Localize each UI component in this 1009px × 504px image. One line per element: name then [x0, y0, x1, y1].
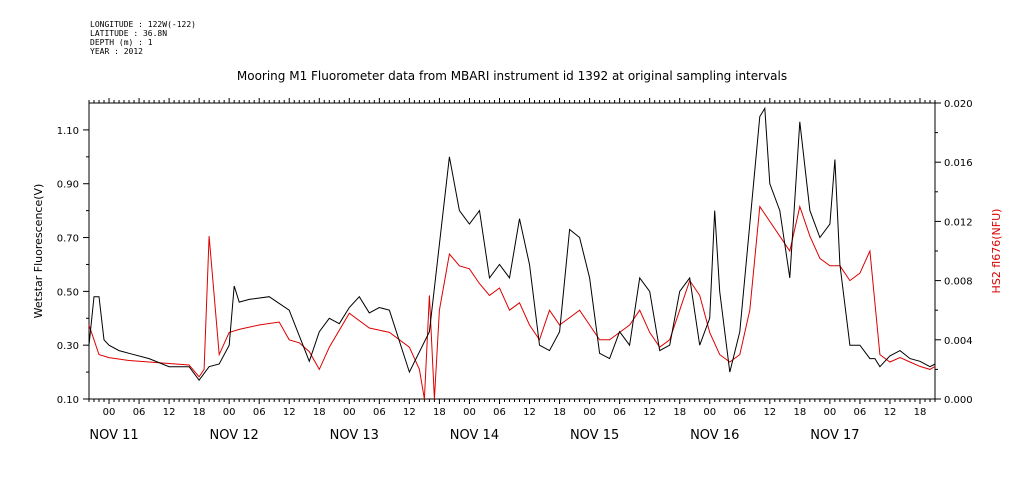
y-tick-label-left: 0.30	[57, 341, 79, 352]
series-hs2-fl676-line	[88, 204, 936, 400]
chart-title: Mooring M1 Fluorometer data from MBARI i…	[237, 69, 787, 83]
x-day-label: NOV 16	[690, 428, 739, 443]
metadata-depth: DEPTH (m) : 1	[90, 38, 153, 47]
y-axis-label-left: Wetstar Fluorescence(V)	[32, 184, 45, 319]
y-tick-label-left: 0.70	[57, 234, 79, 245]
x-tick-label: 06	[613, 407, 626, 418]
x-tick-label: 06	[373, 407, 386, 418]
y-tick-label-right: 0.008	[944, 277, 973, 288]
x-tick-label: 00	[583, 407, 596, 418]
x-day-label: NOV 14	[450, 428, 499, 443]
x-tick-label: 18	[553, 407, 566, 418]
x-tick-label: 18	[313, 407, 326, 418]
x-tick-label: 18	[193, 407, 206, 418]
x-day-label: NOV 17	[810, 428, 859, 443]
x-tick-label: 00	[824, 407, 837, 418]
x-tick-label: 12	[643, 407, 656, 418]
x-tick-label: 12	[283, 407, 296, 418]
y-tick-label-left: 0.10	[57, 395, 79, 406]
x-tick-label: 00	[463, 407, 476, 418]
x-tick-label: 06	[253, 407, 266, 418]
x-day-label: NOV 13	[330, 428, 379, 443]
y-tick-label-right: 0.004	[944, 336, 973, 347]
y-tick-label-left: 0.50	[57, 287, 79, 298]
plot-frame	[88, 102, 936, 400]
y-tick-label-left: 0.90	[57, 180, 79, 191]
y-tick-label-right: 0.012	[944, 217, 973, 228]
x-tick-label: 12	[163, 407, 176, 418]
metadata-block: LONGITUDE : 122W(-122) LATITUDE : 36.8N …	[90, 20, 196, 56]
x-tick-label: 00	[703, 407, 716, 418]
x-tick-label: 12	[403, 407, 416, 418]
metadata-year: YEAR : 2012	[90, 47, 143, 56]
series-layer	[88, 106, 936, 400]
y-tick-label-left: 1.10	[57, 126, 79, 137]
x-tick-label: 06	[493, 407, 506, 418]
y-tick-label-right: 0.020	[944, 99, 973, 110]
x-tick-label: 12	[523, 407, 536, 418]
x-tick-label: 18	[433, 407, 446, 418]
y-axis-label-right: HS2 fl676(NFU)	[990, 209, 1003, 294]
metadata-longitude: LONGITUDE : 122W(-122)	[90, 20, 196, 29]
x-tick-label: 18	[914, 407, 927, 418]
x-tick-label: 06	[733, 407, 746, 418]
y-tick-label-right: 0.000	[944, 395, 973, 406]
x-tick-label: 00	[103, 407, 116, 418]
metadata-latitude: LATITUDE : 36.8N	[90, 29, 168, 38]
x-tick-label: 00	[343, 407, 356, 418]
x-tick-label: 06	[854, 407, 867, 418]
x-day-label: NOV 12	[210, 428, 259, 443]
y-tick-label-right: 0.016	[944, 158, 973, 169]
x-tick-label: 12	[763, 407, 776, 418]
x-tick-label: 00	[223, 407, 236, 418]
x-tick-label: 06	[133, 407, 146, 418]
axes-layer: 00 06 12 18 NOV 11 00 06 12 18 NOV 12 00 06 12 18 NOV …	[57, 98, 973, 443]
x-day-label: NOV 11	[89, 428, 138, 443]
x-tick-label: 12	[884, 407, 897, 418]
x-tick-label: 18	[673, 407, 686, 418]
x-tick-label: 18	[793, 407, 806, 418]
series-wetstar-line	[88, 106, 936, 382]
x-day-label: NOV 15	[570, 428, 619, 443]
